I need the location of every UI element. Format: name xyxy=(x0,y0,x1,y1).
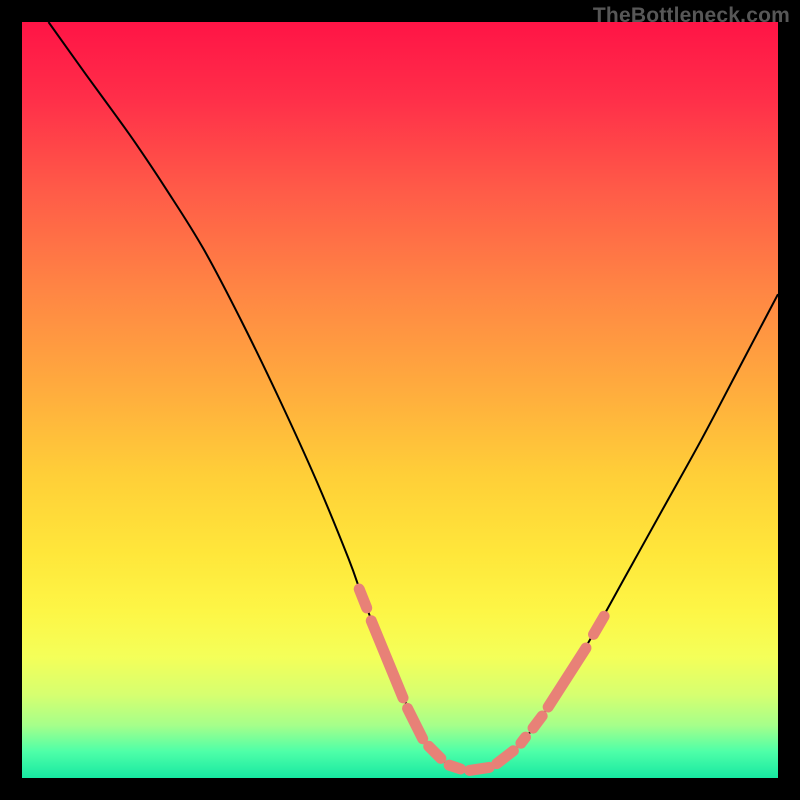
highlight-dash xyxy=(533,716,542,728)
chart-frame: TheBottleneck.com xyxy=(0,0,800,800)
watermark-text: TheBottleneck.com xyxy=(593,4,790,28)
highlight-dash xyxy=(470,767,490,770)
highlight-dash xyxy=(449,765,460,769)
bottleneck-curve-chart xyxy=(0,0,800,800)
highlight-dash xyxy=(359,589,367,608)
highlight-dash xyxy=(521,737,526,743)
plot-background xyxy=(22,22,778,778)
